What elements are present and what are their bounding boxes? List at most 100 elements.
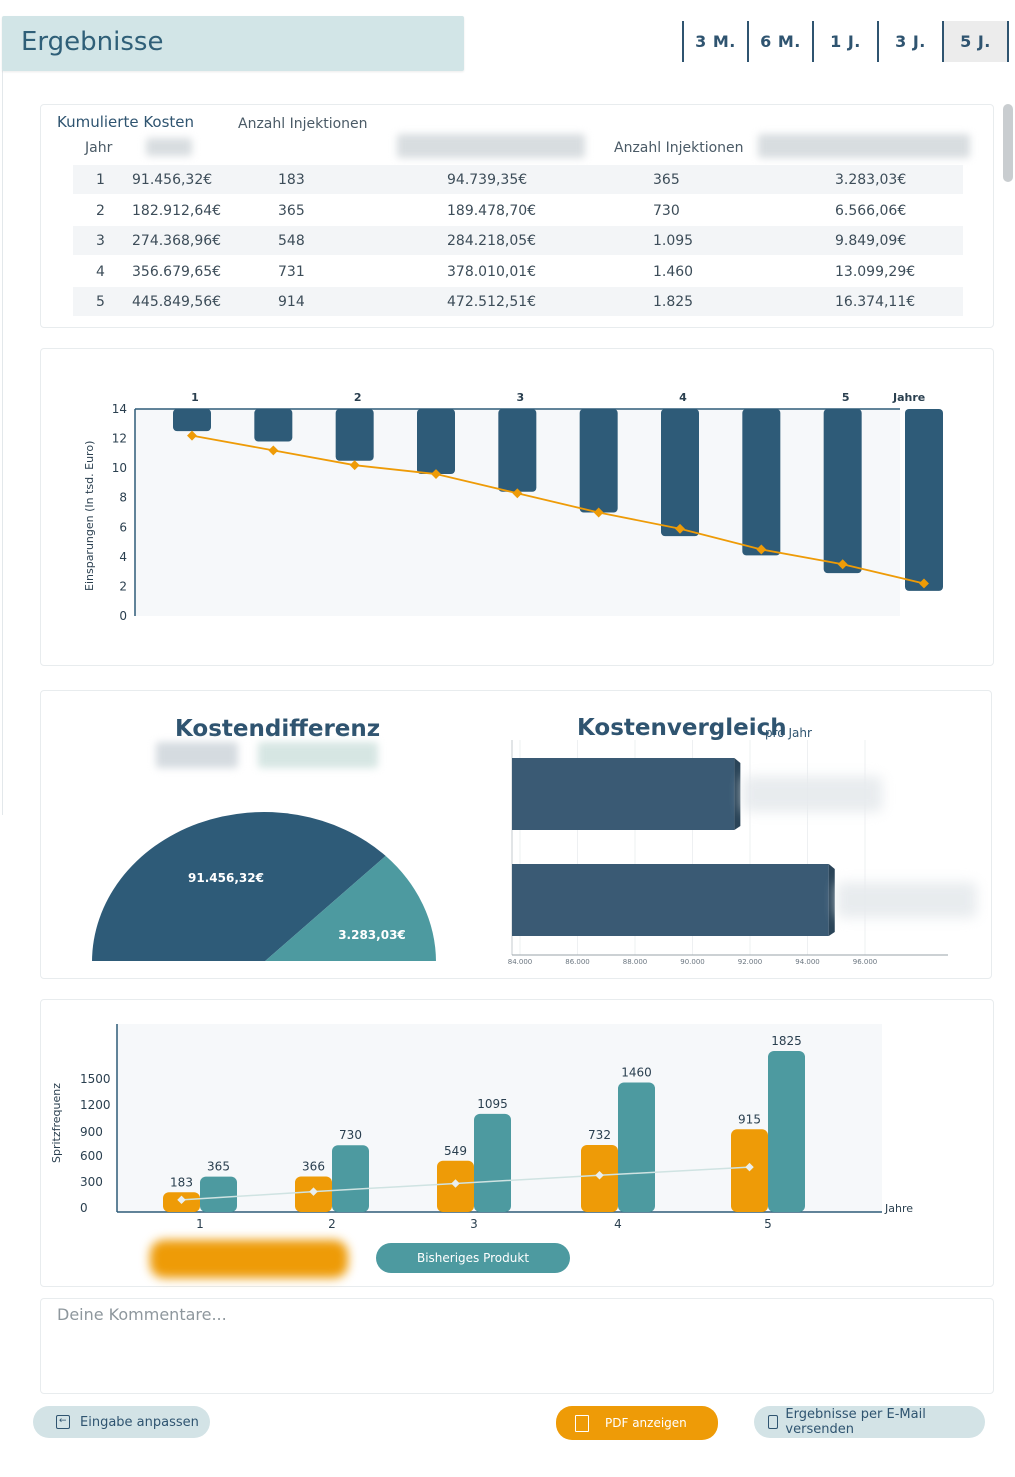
table-header-injections-b: Anzahl Injektionen xyxy=(614,140,744,156)
cell-cost-b: 284.218,05€ xyxy=(447,233,537,249)
x-tick-label: 4 xyxy=(679,391,687,404)
send-email-button[interactable]: Ergebnisse per E-Mail versenden xyxy=(754,1406,985,1438)
x-tick-label: 5 xyxy=(842,391,850,404)
x-axis-label: Jahre xyxy=(892,391,925,404)
comments-field[interactable]: Deine Kommentare... xyxy=(40,1298,994,1394)
y-tick-label: 1500 xyxy=(80,1072,111,1086)
cell-diff: 13.099,29€ xyxy=(835,263,916,280)
y-tick-label: 0 xyxy=(119,609,127,623)
x-tick-label: 92.000 xyxy=(738,958,763,966)
period-1y[interactable]: 1 J. xyxy=(812,21,877,62)
savings-bar xyxy=(498,409,537,492)
y-tick-label: 2 xyxy=(119,579,127,593)
trend-point xyxy=(595,1171,604,1180)
y-tick-label: 10 xyxy=(112,461,127,475)
comments-placeholder: Deine Kommentare... xyxy=(57,1305,227,1324)
edit-input-label: Eingabe anpassen xyxy=(80,1414,199,1430)
data-label: 365 xyxy=(207,1160,230,1174)
x-tick-label: 3 xyxy=(517,391,525,404)
data-label: 1095 xyxy=(477,1097,508,1111)
pdf-file-icon xyxy=(768,1415,779,1429)
cell-cost-a: 445.849,56€ xyxy=(132,294,222,310)
savings-point xyxy=(837,559,848,570)
data-label: 730 xyxy=(339,1128,362,1142)
redacted-legend-button[interactable] xyxy=(150,1240,348,1278)
table-row: 3 274.368,96€ 548 284.218,05€ 1.095 9.849,09€ xyxy=(73,226,963,255)
cell-inj-b: 365 xyxy=(653,172,680,188)
y-tick-label: 4 xyxy=(119,550,127,564)
cell-inj-b: 730 xyxy=(653,202,680,219)
cell-cost-a: 182.912,64€ xyxy=(132,202,222,219)
table-row: 2 182.912,64€ 365 189.478,70€ 730 6.566,06€ xyxy=(73,196,963,225)
x-tick-label: 90.000 xyxy=(680,958,705,966)
y-tick-label: 900 xyxy=(80,1125,103,1139)
frequency-bar-previous xyxy=(618,1082,655,1212)
savings-point xyxy=(756,544,767,555)
data-label: 915 xyxy=(738,1112,761,1126)
edit-input-button[interactable]: ← Eingabe anpassen xyxy=(33,1406,210,1438)
period-3m[interactable]: 3 M. xyxy=(682,21,747,62)
x-axis-label: Jahre xyxy=(884,1202,913,1215)
cell-cost-a: 274.368,96€ xyxy=(132,233,222,249)
redacted-header xyxy=(758,134,970,158)
data-label: 549 xyxy=(444,1144,467,1158)
cost-comparison-title: Kostenvergleich xyxy=(577,715,787,741)
savings-bar xyxy=(417,409,455,475)
savings-bar xyxy=(335,409,374,461)
show-pdf-button[interactable]: PDF anzeigen xyxy=(556,1406,718,1440)
x-tick-label: 3 xyxy=(470,1217,478,1229)
cell-diff: 9.849,09€ xyxy=(835,233,907,249)
cost-difference-chart: 91.456,32€ 3.283,03€ xyxy=(88,812,440,970)
redacted-header xyxy=(397,134,585,158)
cell-cost-b: 472.512,51€ xyxy=(447,294,537,310)
cell-cost-a: 356.679,65€ xyxy=(132,263,222,280)
table-row: 5 445.849,56€ 914 472.512,51€ 1.825 16.374,11… xyxy=(73,287,963,316)
cell-inj-b: 1.825 xyxy=(653,294,694,310)
redacted-bar-label xyxy=(742,776,883,812)
pie-slice xyxy=(264,855,436,962)
cell-diff: 6.566,06€ xyxy=(835,202,907,219)
y-axis-label: Einsparungen (In tsd. Euro) xyxy=(83,441,96,591)
send-email-label: Ergebnisse per E-Mail versenden xyxy=(785,1407,926,1437)
y-tick-label: 600 xyxy=(80,1149,103,1163)
cell-year: 5 xyxy=(96,294,105,310)
cell-diff: 3.283,03€ xyxy=(835,172,907,188)
scrollbar-thumb[interactable] xyxy=(1003,104,1013,182)
frequency-chart: 0 300 600 900 1200 1500 Spritzfrequenz Jahre 183… xyxy=(50,1024,913,1229)
cell-year: 2 xyxy=(96,202,105,219)
y-tick-label: 1200 xyxy=(80,1098,111,1112)
cost-bar xyxy=(512,864,829,936)
redacted-legend xyxy=(156,742,238,768)
pie-label: 3.283,03€ xyxy=(338,928,406,942)
legend-previous-product[interactable]: Bisheriges Produkt xyxy=(376,1243,570,1273)
x-tick-label: 2 xyxy=(354,391,362,404)
x-tick-label: 96.000 xyxy=(853,958,878,966)
frequency-bar-previous xyxy=(768,1051,805,1212)
period-3y[interactable]: 3 J. xyxy=(877,21,942,62)
page-title-banner: Ergebnisse xyxy=(2,16,464,71)
data-label: 183 xyxy=(170,1175,193,1189)
document-icon xyxy=(575,1414,589,1432)
left-border xyxy=(2,70,3,815)
cost-difference-title: Kostendifferenz xyxy=(175,716,381,742)
savings-bar xyxy=(579,409,618,513)
cell-inj-a: 365 xyxy=(278,202,305,219)
cell-diff: 16.374,11€ xyxy=(835,294,916,310)
cell-inj-a: 548 xyxy=(278,233,305,249)
cell-inj-b: 1.460 xyxy=(653,263,694,280)
cost-comparison-subtitle: pro Jahr xyxy=(765,726,812,740)
table-row: 4 356.679,65€ 731 378.010,01€ 1.460 13.099,29… xyxy=(73,257,963,286)
period-6m[interactable]: 6 M. xyxy=(747,21,812,62)
table-header-injections-a: Anzahl Injektionen xyxy=(238,116,368,132)
redacted-legend xyxy=(258,742,378,768)
cell-year: 1 xyxy=(96,172,105,188)
data-label: 1460 xyxy=(621,1065,652,1079)
y-axis-label: Spritzfrequenz xyxy=(50,1083,63,1163)
period-5y[interactable]: 5 J. xyxy=(942,21,1009,62)
pie-slice xyxy=(92,812,386,962)
pie-label: 91.456,32€ xyxy=(188,871,264,885)
cost-bar-side xyxy=(734,758,741,830)
savings-bar xyxy=(661,409,699,537)
page-title: Ergebnisse xyxy=(21,27,164,57)
x-tick-label: 5 xyxy=(764,1217,772,1229)
